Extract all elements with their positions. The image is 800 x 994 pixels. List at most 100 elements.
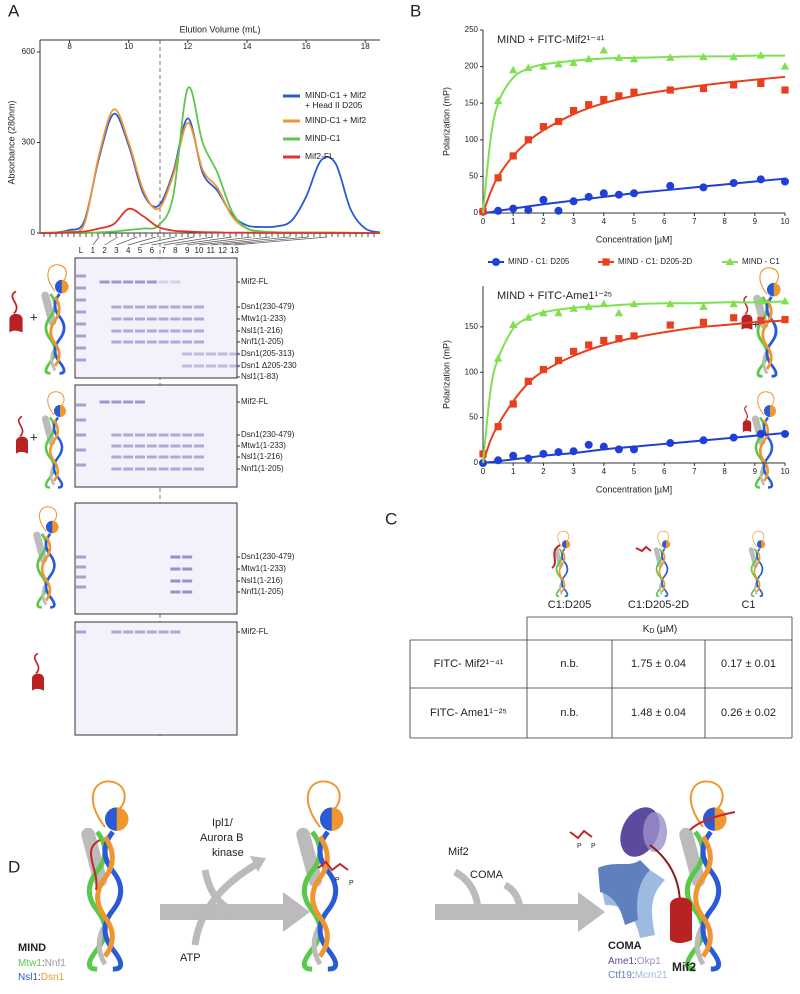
- gel-band: [123, 340, 134, 344]
- x-tick-label: 10: [781, 217, 790, 226]
- band-label: Mtw1(1-233): [241, 314, 286, 323]
- marker: [699, 52, 708, 61]
- fraction-connector: [128, 236, 157, 246]
- band-label: Mif2-FL: [241, 277, 269, 286]
- lane-label: 10: [195, 246, 204, 255]
- gel-band: [111, 444, 122, 448]
- gel-band: [135, 455, 145, 459]
- gel: [74, 502, 238, 615]
- x-axis-title: Concentration [µM]: [596, 484, 672, 494]
- chart-title: Elution Volume (mL): [179, 24, 260, 34]
- gel-band: [76, 286, 86, 290]
- gel-band: [111, 340, 122, 344]
- lane-label: 3: [114, 246, 119, 255]
- arrow-head: [283, 892, 310, 932]
- mind-cartoon: [38, 263, 71, 375]
- gel-band: [217, 364, 228, 368]
- table-cell: 1.75 ± 0.04: [631, 658, 686, 670]
- x-tick-label: 16: [302, 42, 311, 51]
- gel-band: [135, 329, 145, 333]
- marker: [602, 258, 610, 266]
- gel-band: [76, 274, 86, 278]
- legend-label: MIND - C1: D205-2D: [618, 257, 692, 266]
- band-label: Mif2-FL: [241, 627, 269, 636]
- marker: [570, 347, 578, 355]
- okp1: [643, 812, 667, 852]
- marker: [630, 189, 638, 198]
- mif2-strand: [89, 839, 101, 891]
- fraction-connector: [104, 236, 119, 246]
- gel-band: [76, 346, 86, 350]
- gel-band: [111, 400, 122, 404]
- marker: [666, 299, 675, 308]
- gel-band: [182, 579, 193, 583]
- x-axis-title: Concentration [µM]: [596, 234, 672, 244]
- gel-band: [76, 334, 86, 338]
- gel-band: [194, 317, 204, 321]
- gel-band: [123, 400, 134, 404]
- marker: [615, 335, 623, 343]
- gel-band: [111, 317, 122, 321]
- marker: [725, 257, 735, 265]
- gel-band: [123, 444, 134, 448]
- gel-band: [194, 340, 204, 344]
- gel-band: [170, 467, 181, 471]
- panel-label: B: [410, 1, 421, 20]
- gel-band: [194, 455, 204, 459]
- table-cell: 0.17 ± 0.01: [721, 658, 776, 670]
- panel-label: C: [385, 509, 397, 528]
- gel-band: [76, 448, 86, 452]
- gel-band: [111, 467, 122, 471]
- gel-band: [170, 433, 181, 437]
- gel-band: [182, 364, 193, 368]
- marker: [666, 181, 675, 190]
- marker: [570, 106, 578, 115]
- y-tick-label: 150: [465, 322, 479, 331]
- gel-band: [158, 317, 169, 321]
- mif2-strand: [569, 811, 736, 840]
- y-tick-label: 250: [465, 25, 479, 34]
- gel-band: [146, 305, 157, 309]
- band-label: Nsl1(1-216): [241, 576, 283, 585]
- lane-label: 6: [150, 246, 155, 255]
- gel-band: [123, 305, 134, 309]
- marker: [699, 302, 708, 310]
- band-label: Dsn1(230-479): [241, 430, 295, 439]
- fraction-connector: [139, 236, 176, 246]
- x-tick-label: 2: [541, 467, 546, 476]
- gel-band: [135, 317, 145, 321]
- marker: [524, 313, 533, 321]
- x-tick-label: 6: [662, 467, 667, 476]
- gel-band: [146, 329, 157, 333]
- gel-band: [182, 555, 193, 559]
- gel-band: [123, 630, 134, 634]
- y-tick-label: 150: [465, 98, 479, 107]
- gel-band: [76, 630, 86, 634]
- coma-name: COMA: [608, 940, 642, 952]
- marker: [781, 315, 789, 324]
- marker: [615, 92, 623, 100]
- band-label: Nnf1(1-205): [241, 337, 284, 346]
- gel-band: [182, 352, 193, 356]
- x-tick-label: 5: [632, 467, 637, 476]
- gel-band: [182, 567, 193, 571]
- gel-band: [76, 463, 86, 467]
- input-label: Mif2: [448, 846, 469, 858]
- gel-band: [123, 280, 134, 284]
- gel-band: [158, 329, 169, 333]
- marker: [599, 442, 608, 451]
- marker: [584, 54, 593, 63]
- gel-band: [158, 455, 169, 459]
- gel-band: [182, 590, 193, 594]
- gel: [74, 257, 238, 379]
- gel-band: [99, 400, 110, 404]
- marker: [509, 204, 518, 213]
- gel-band: [135, 433, 145, 437]
- table-cell: n.b.: [560, 707, 578, 719]
- x-tick-label: 2: [541, 217, 546, 226]
- gel-band: [123, 329, 134, 333]
- gel-band: [229, 352, 240, 356]
- marker: [614, 308, 624, 317]
- gel-band: [194, 352, 204, 356]
- kinase-label: Aurora B: [200, 832, 243, 844]
